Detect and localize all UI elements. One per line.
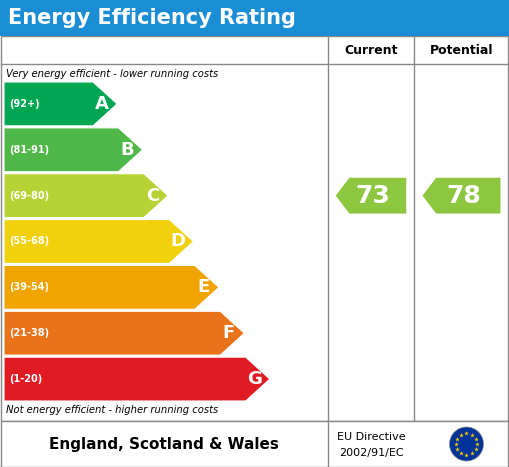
Text: England, Scotland & Wales: England, Scotland & Wales xyxy=(49,437,279,452)
Bar xyxy=(1,36,508,421)
Text: (55-68): (55-68) xyxy=(9,236,49,247)
Text: A: A xyxy=(95,95,108,113)
Text: (39-54): (39-54) xyxy=(9,283,49,292)
Text: (81-91): (81-91) xyxy=(9,145,49,155)
Text: D: D xyxy=(171,233,185,250)
Text: Current: Current xyxy=(344,43,398,57)
Polygon shape xyxy=(4,219,193,263)
Polygon shape xyxy=(4,174,168,218)
Text: Potential: Potential xyxy=(430,43,493,57)
Text: 73: 73 xyxy=(356,184,390,208)
Text: (21-38): (21-38) xyxy=(9,328,49,338)
Text: F: F xyxy=(222,324,235,342)
Text: 2002/91/EC: 2002/91/EC xyxy=(338,448,403,458)
Text: Not energy efficient - higher running costs: Not energy efficient - higher running co… xyxy=(6,405,218,415)
Polygon shape xyxy=(4,311,244,355)
Text: Very energy efficient - lower running costs: Very energy efficient - lower running co… xyxy=(6,69,218,79)
Text: (92+): (92+) xyxy=(9,99,40,109)
Text: E: E xyxy=(197,278,209,297)
Text: EU Directive: EU Directive xyxy=(336,432,405,442)
Text: G: G xyxy=(247,370,262,388)
Text: C: C xyxy=(146,187,159,205)
Bar xyxy=(0,0,509,36)
Polygon shape xyxy=(422,178,500,213)
Polygon shape xyxy=(4,82,117,126)
Bar xyxy=(1,421,508,467)
Polygon shape xyxy=(336,178,406,213)
Polygon shape xyxy=(4,128,143,172)
Text: Energy Efficiency Rating: Energy Efficiency Rating xyxy=(8,8,296,28)
Polygon shape xyxy=(4,265,219,309)
Circle shape xyxy=(449,427,484,461)
Text: (1-20): (1-20) xyxy=(9,374,42,384)
Text: 78: 78 xyxy=(446,184,481,208)
Text: B: B xyxy=(120,141,134,159)
Text: (69-80): (69-80) xyxy=(9,191,49,201)
Polygon shape xyxy=(4,357,270,401)
